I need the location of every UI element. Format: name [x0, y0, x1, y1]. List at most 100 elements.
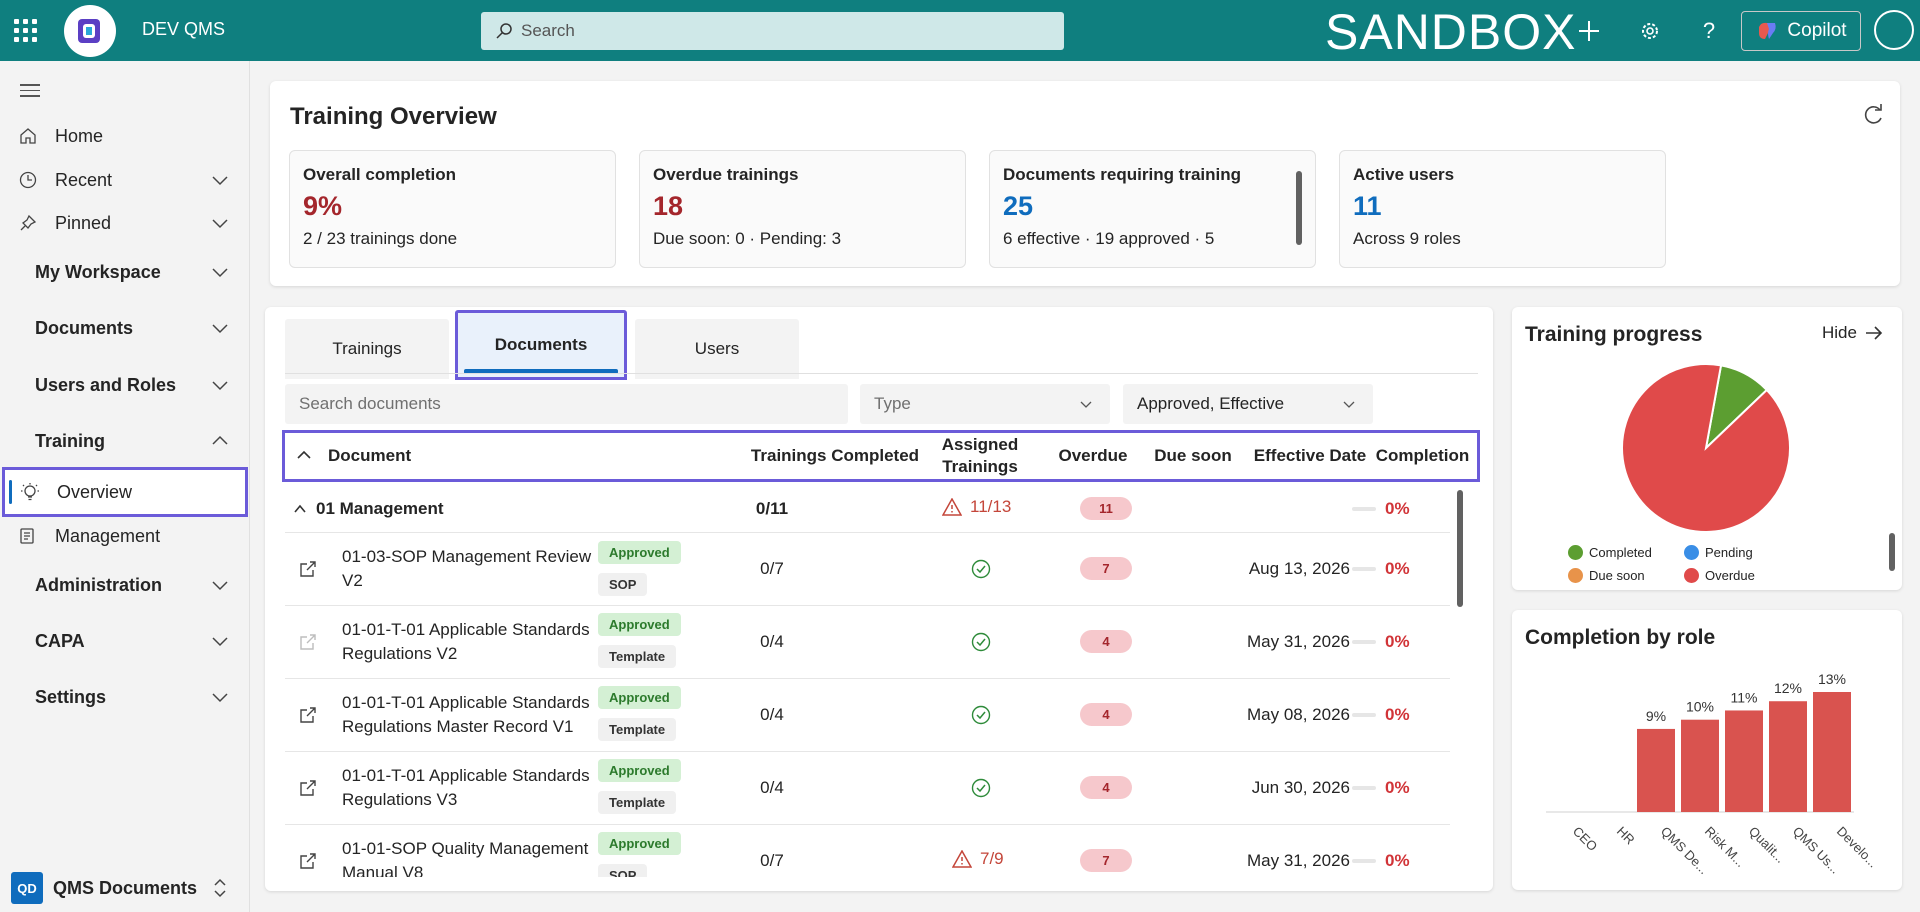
- sidebar-item-documents[interactable]: Documents: [0, 308, 250, 348]
- completion-bar: [1352, 567, 1376, 571]
- group-row[interactable]: 01 Management 0/11 11/13 11 0%: [285, 487, 1450, 533]
- bar-5[interactable]: [1769, 701, 1807, 812]
- bar-2[interactable]: [1637, 728, 1675, 812]
- user-avatar[interactable]: [1874, 10, 1914, 50]
- chevron-up-icon: [212, 435, 228, 445]
- status-filter-dropdown[interactable]: Approved, Effective: [1123, 384, 1373, 424]
- table-scrollbar-thumb[interactable]: [1457, 490, 1463, 607]
- page-title: Training Overview: [290, 103, 497, 130]
- header-trainings-completed[interactable]: Trainings Completed: [750, 446, 920, 465]
- hide-button[interactable]: Hide: [1822, 323, 1883, 343]
- app-title[interactable]: DEV QMS: [142, 19, 226, 39]
- trainings-completed: 0/4: [760, 705, 784, 724]
- sidebar-item-training[interactable]: Training: [0, 421, 250, 461]
- copilot-button[interactable]: Copilot: [1741, 11, 1861, 51]
- chevron-up-icon[interactable]: [293, 502, 307, 516]
- tab-documents[interactable]: Documents: [455, 310, 627, 380]
- tab-trainings[interactable]: Trainings: [285, 319, 449, 379]
- tab-users[interactable]: Users: [635, 319, 799, 379]
- environment-label: SANDBOX: [1325, 4, 1577, 60]
- x-tick-label: Qualit...: [1746, 824, 1788, 866]
- stat-value: 11: [1353, 191, 1382, 221]
- external-link-icon[interactable]: [299, 706, 317, 724]
- bar-3[interactable]: [1681, 719, 1719, 812]
- legend-label: Overdue: [1705, 568, 1755, 583]
- stat-card-documents-requiring-training: Documents requiring training 25 6 effect…: [989, 150, 1316, 268]
- refresh-icon[interactable]: [1860, 103, 1886, 129]
- sidebar-item-administration[interactable]: Administration: [0, 565, 250, 605]
- training-progress-pie: [1621, 363, 1791, 533]
- header-completion[interactable]: Completion: [1375, 446, 1470, 465]
- legend-pending: Pending: [1684, 545, 1753, 560]
- chevron-down-icon: [212, 176, 228, 186]
- chevron-up-icon[interactable]: [296, 447, 312, 463]
- sidebar-item-my-workspace[interactable]: My Workspace: [0, 252, 250, 292]
- legend-overdue: Overdue: [1684, 568, 1755, 583]
- table-row[interactable]: 01-01-T-01 Applicable Standards Regulati…: [285, 679, 1450, 752]
- bar-data-label: 10%: [1686, 699, 1714, 715]
- scrollbar-thumb[interactable]: [1296, 171, 1302, 245]
- menu-icon[interactable]: [20, 84, 40, 101]
- sidebar-item-label: Recent: [55, 169, 113, 190]
- gear-icon[interactable]: [1635, 16, 1665, 46]
- status-badge: Approved: [598, 759, 681, 782]
- header-due-soon[interactable]: Due soon: [1154, 446, 1232, 465]
- type-filter-dropdown[interactable]: Type: [860, 384, 1110, 424]
- pie-slice-overdue[interactable]: [1621, 363, 1791, 533]
- external-link-icon[interactable]: [299, 560, 317, 578]
- sidebar-item-label: CAPA: [35, 630, 85, 651]
- sidebar-item-label: Training: [35, 430, 106, 451]
- document-name[interactable]: 01-03-SOP Management Review V2: [342, 547, 592, 590]
- workspace-switcher[interactable]: QD QMS Documents: [0, 863, 250, 912]
- app-launcher-icon[interactable]: [14, 19, 44, 42]
- completion-value: 0%: [1385, 499, 1410, 518]
- search-documents-input[interactable]: Search documents: [285, 384, 848, 424]
- header-assigned-line2: Trainings: [942, 457, 1018, 476]
- effective-date: Jun 30, 2026: [1251, 778, 1350, 797]
- document-name[interactable]: 01-01-SOP Quality Management Manual V8: [342, 839, 589, 877]
- stat-label: Active users: [1353, 165, 1455, 184]
- external-link-icon[interactable]: [299, 633, 317, 651]
- external-link-icon[interactable]: [299, 779, 317, 797]
- clock-icon: [17, 169, 39, 191]
- header-assigned[interactable]: Assigned: [941, 435, 1019, 454]
- sidebar-item-pinned[interactable]: Pinned: [0, 203, 250, 243]
- sidebar-item-overview[interactable]: Overview: [2, 467, 248, 517]
- group-assigned: 11/13: [942, 497, 1011, 517]
- sidebar-item-users-and-roles[interactable]: Users and Roles: [0, 365, 250, 405]
- stat-label: Overdue trainings: [653, 165, 799, 184]
- overdue-badge: 4: [1080, 630, 1132, 653]
- plus-icon[interactable]: [1574, 16, 1604, 46]
- help-icon[interactable]: ?: [1702, 18, 1716, 43]
- table-row[interactable]: 01-01-T-01 Applicable Standards Regulati…: [285, 752, 1450, 825]
- stat-card-overdue-trainings: Overdue trainings 18 Due soon: 0 · Pendi…: [639, 150, 966, 268]
- header-overdue[interactable]: Overdue: [1058, 446, 1128, 465]
- bar-6[interactable]: [1813, 692, 1851, 812]
- table-row[interactable]: 01-01-SOP Quality Management Manual V8 A…: [285, 825, 1450, 877]
- status-badge: Approved: [598, 686, 681, 709]
- document-name[interactable]: 01-01-T-01 Applicable Standards Regulati…: [342, 620, 590, 663]
- global-search-box[interactable]: Search: [481, 12, 1064, 50]
- effective-date: May 31, 2026: [1246, 851, 1350, 870]
- sidebar-item-recent[interactable]: Recent: [0, 160, 250, 200]
- group-assigned-value: 11/13: [970, 497, 1012, 516]
- sidebar-item-settings[interactable]: Settings: [0, 677, 250, 717]
- sidebar-item-home[interactable]: Home: [0, 116, 250, 156]
- workspace-label: QMS Documents: [53, 877, 198, 898]
- document-name[interactable]: 01-01-T-01 Applicable Standards Regulati…: [342, 693, 590, 736]
- panel-scrollbar-thumb[interactable]: [1889, 533, 1895, 571]
- legend-label: Due soon: [1589, 568, 1645, 583]
- header-document[interactable]: Document: [328, 446, 412, 465]
- tab-label: Documents: [494, 335, 588, 354]
- header-effective-date[interactable]: Effective Date: [1253, 446, 1367, 465]
- table-row[interactable]: 01-03-SOP Management Review V2 Approved …: [285, 533, 1450, 606]
- document-name[interactable]: 01-01-T-01 Applicable Standards Regulati…: [342, 766, 590, 809]
- tab-underline: [464, 369, 618, 374]
- bar-4[interactable]: [1725, 710, 1763, 812]
- table-row[interactable]: 01-01-T-01 Applicable Standards Regulati…: [285, 606, 1450, 679]
- chevron-down-icon: [212, 693, 228, 703]
- sidebar-item-capa[interactable]: CAPA: [0, 621, 250, 661]
- external-link-icon[interactable]: [299, 852, 317, 870]
- chevron-down-icon: [212, 581, 228, 591]
- sidebar-item-management[interactable]: Management: [0, 516, 250, 556]
